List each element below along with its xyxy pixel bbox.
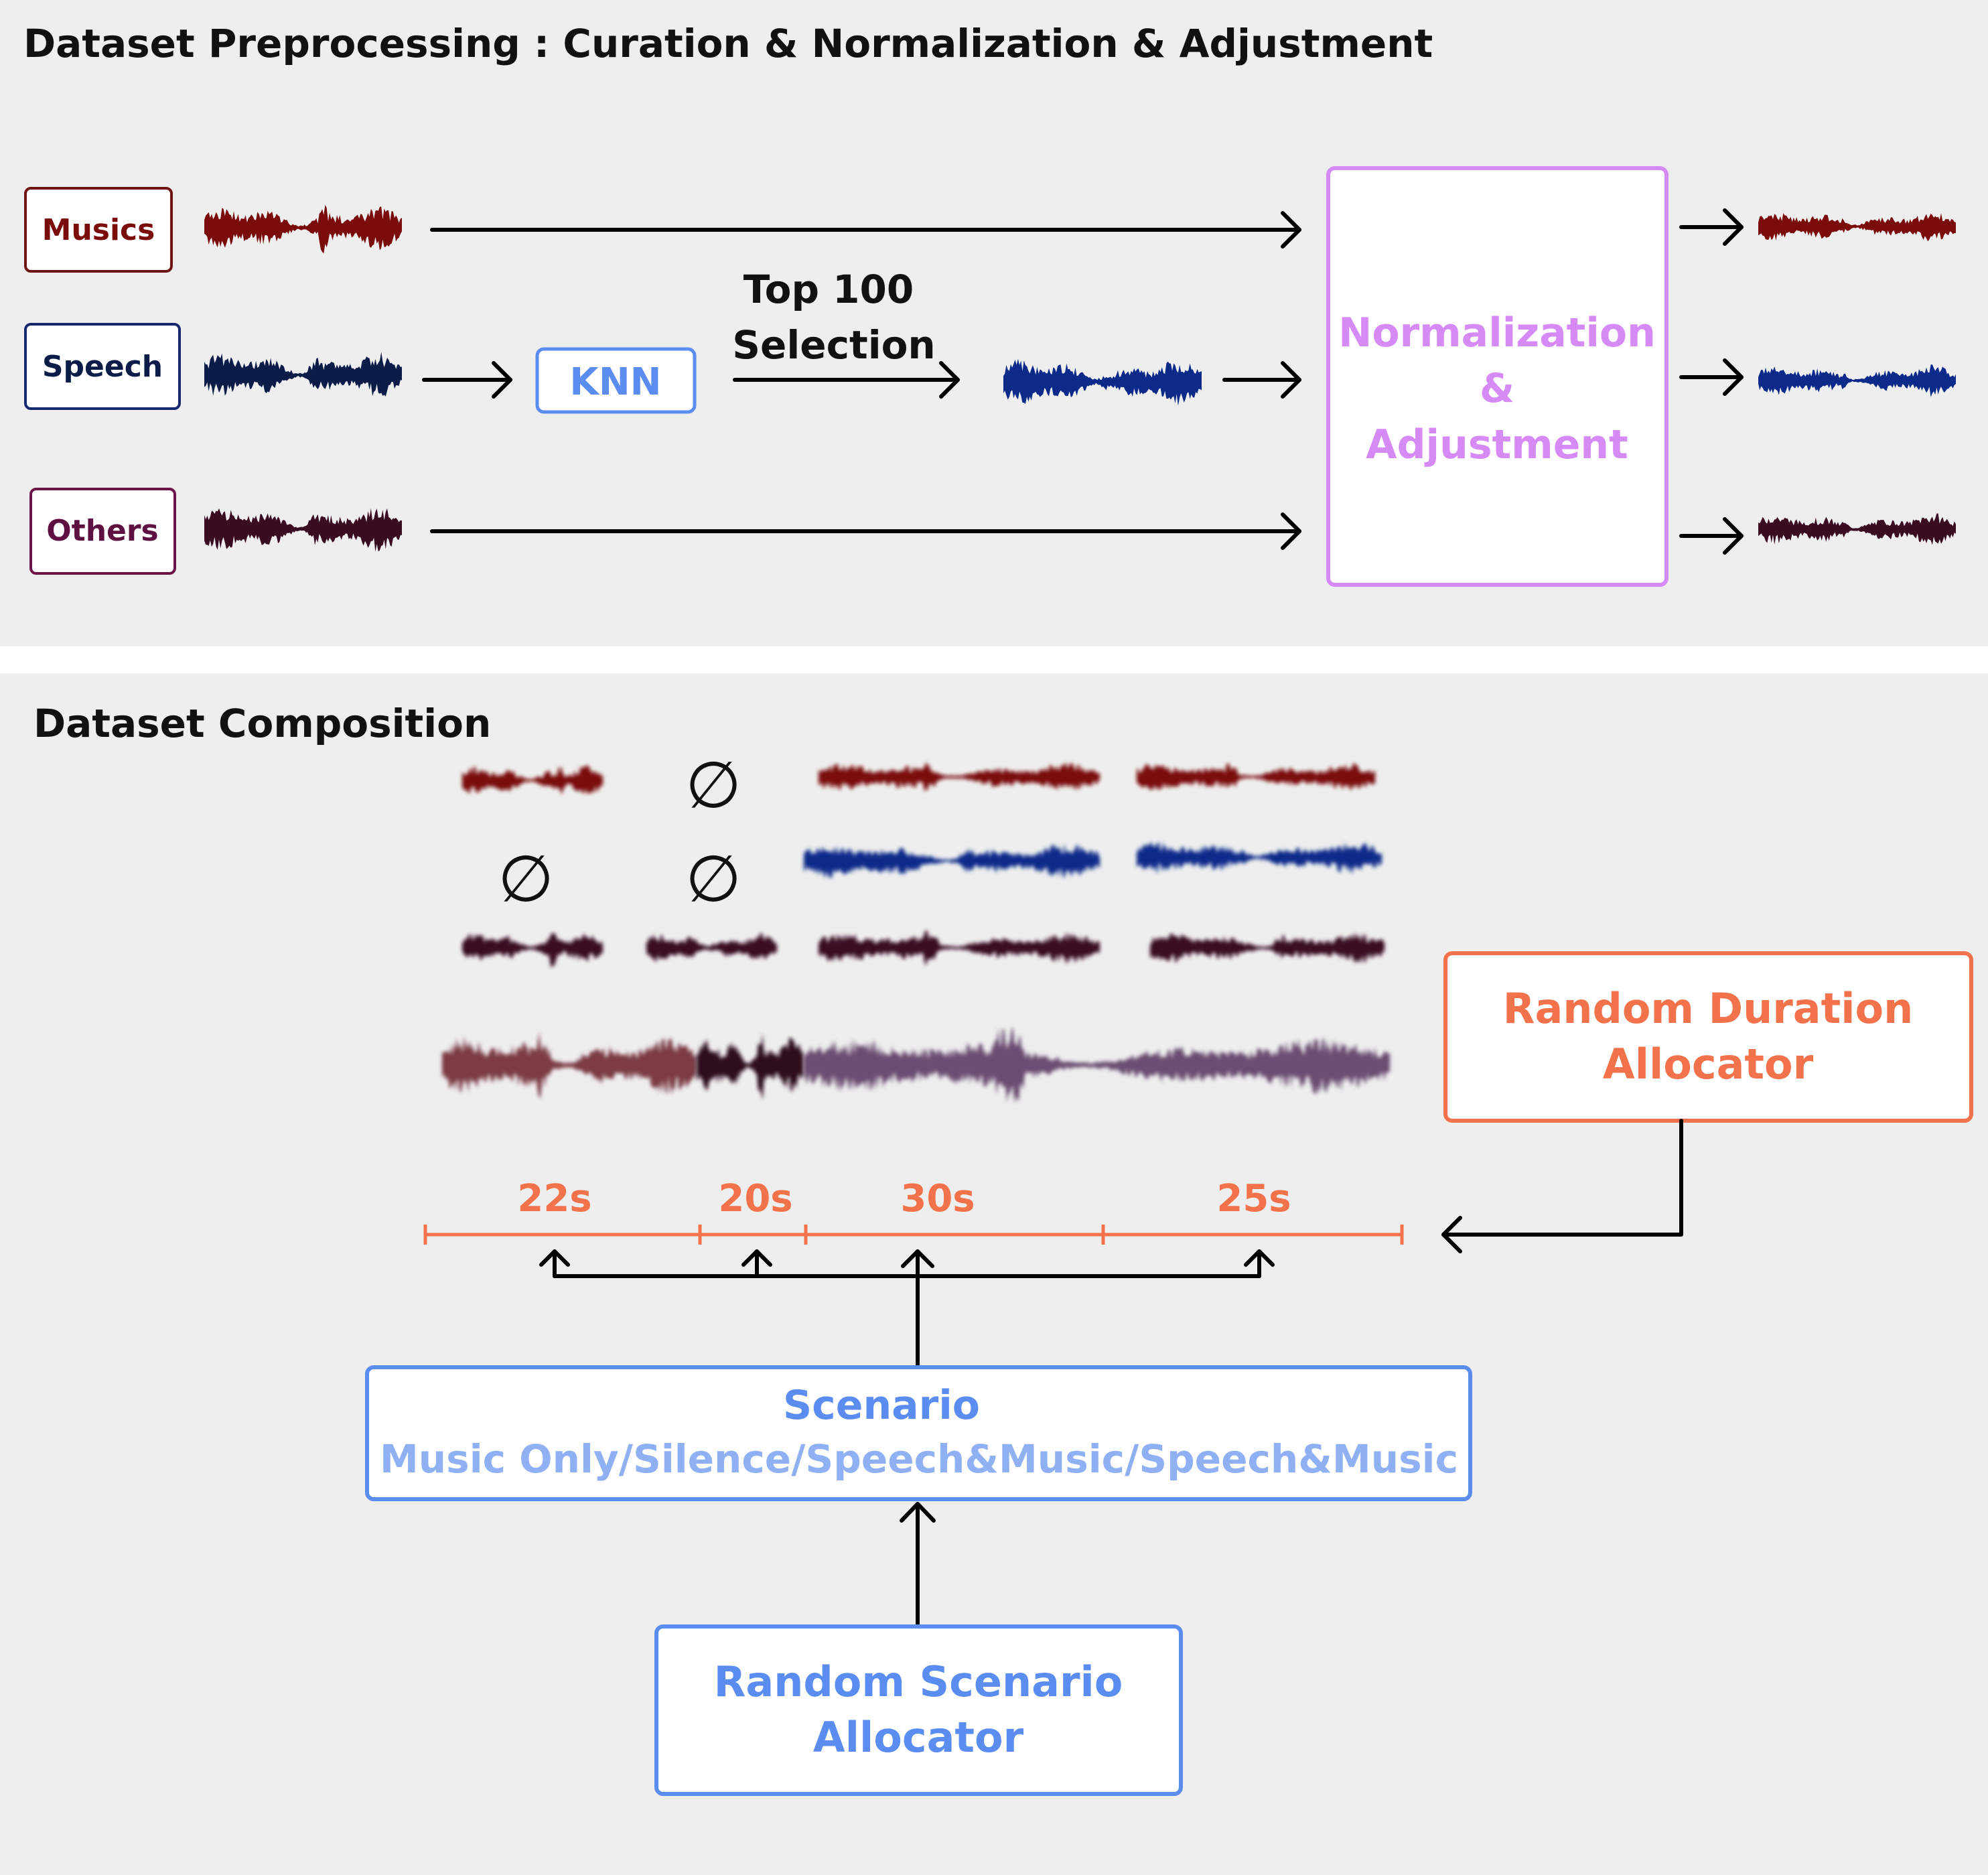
segment4-speech-waveform — [1137, 841, 1382, 875]
scenario-title: Scenario — [783, 1382, 980, 1429]
top100-selection-arrow — [733, 361, 960, 399]
duration-label-2: 20s — [718, 1177, 792, 1221]
music-output-waveform — [1758, 213, 1956, 242]
speech-source-waveform — [204, 352, 402, 397]
others-label-box: Others — [29, 488, 176, 575]
speech-output-arrow — [1679, 358, 1744, 396]
preprocessing-panel — [0, 0, 1988, 646]
segment2-others-waveform — [646, 932, 777, 963]
duration-label-1: 22s — [517, 1177, 591, 1221]
composition-title: Dataset Composition — [33, 701, 491, 746]
musics-label: Musics — [42, 213, 155, 247]
segment1-speech-empty: ∅ — [498, 841, 554, 916]
segment3-speech-waveform — [804, 843, 1100, 879]
others-output-waveform — [1758, 513, 1956, 545]
scenario-options: Music Only/Silence/Speech&Music/Speech&M… — [380, 1436, 1458, 1482]
scenario-box: Scenario Music Only/Silence/Speech&Music… — [365, 1365, 1472, 1501]
mixed-waveform-segment2 — [697, 1033, 804, 1100]
segment1-others-waveform — [462, 932, 603, 969]
preprocessing-title: Dataset Preprocessing : Curation & Norma… — [23, 21, 1433, 66]
top100-label: Top 100 — [743, 267, 914, 312]
music-to-normalization-arrow — [430, 211, 1301, 249]
selected-speech-waveform — [1003, 358, 1202, 406]
scenario-allocator-line1: Random Scenario — [714, 1657, 1123, 1706]
selected-speech-to-normalization-arrow — [1222, 361, 1301, 399]
knn-label: KNN — [569, 360, 661, 404]
musics-label-box: Musics — [24, 187, 173, 273]
music-source-waveform — [204, 204, 402, 254]
duration-label-4: 25s — [1216, 1177, 1291, 1221]
speech-label-box: Speech — [24, 323, 181, 410]
others-label: Others — [46, 514, 159, 548]
knn-box: KNN — [535, 347, 697, 414]
mixed-waveform-segment3-4 — [804, 1026, 1390, 1105]
speech-label: Speech — [42, 350, 163, 384]
speech-output-waveform — [1758, 364, 1956, 397]
segment2-speech-empty: ∅ — [685, 841, 741, 916]
scenario-allocator-to-scenario-arrow — [900, 1502, 936, 1626]
random-duration-allocator-box: Random Duration Allocator — [1443, 951, 1973, 1123]
segment3-music-waveform — [819, 762, 1100, 792]
selection-label: Selection — [732, 322, 935, 368]
mixed-waveform-segment1 — [442, 1032, 697, 1099]
others-source-waveform — [204, 508, 402, 552]
segment4-music-waveform — [1137, 763, 1375, 791]
scenario-to-segments-arrows — [539, 1249, 1275, 1369]
duration-timeline — [423, 1225, 1404, 1245]
ampersand-label: & — [1480, 365, 1514, 412]
normalization-adjustment-box: Normalization & Adjustment — [1326, 166, 1668, 587]
duration-label-3: 30s — [900, 1177, 975, 1221]
duration-allocator-line1: Random Duration — [1503, 984, 1914, 1033]
others-output-arrow — [1679, 517, 1744, 555]
scenario-allocator-line2: Allocator — [813, 1713, 1024, 1762]
segment3-others-waveform — [819, 930, 1100, 966]
adjustment-label: Adjustment — [1366, 421, 1628, 468]
normalization-label: Normalization — [1338, 309, 1656, 356]
music-output-arrow — [1679, 208, 1744, 246]
speech-to-knn-arrow — [422, 361, 512, 399]
segment4-others-waveform — [1150, 931, 1384, 964]
others-to-normalization-arrow — [430, 512, 1301, 550]
duration-allocator-to-timeline-arrow — [1441, 1119, 1683, 1253]
random-scenario-allocator-box: Random Scenario Allocator — [654, 1624, 1183, 1796]
duration-allocator-line2: Allocator — [1603, 1040, 1814, 1089]
segment1-music-waveform — [462, 764, 603, 795]
segment2-music-empty: ∅ — [685, 748, 741, 823]
